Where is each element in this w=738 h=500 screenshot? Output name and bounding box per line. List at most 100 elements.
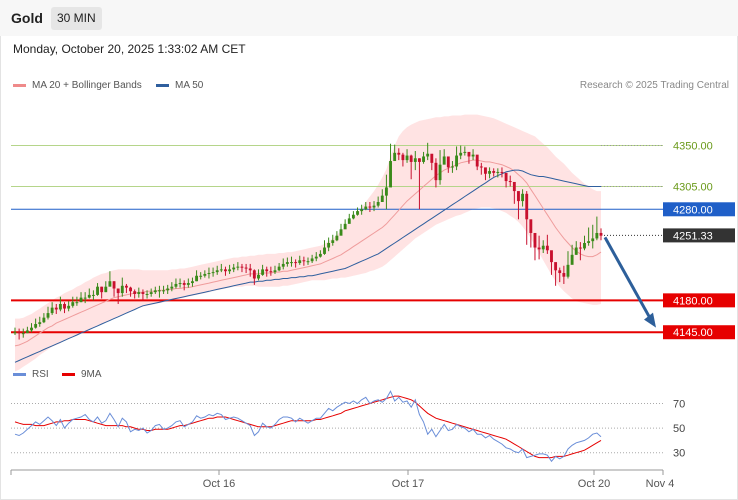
level-label: 4280.00 xyxy=(673,204,713,216)
legend-rsi-ma: 9MA xyxy=(62,369,102,380)
candle-body xyxy=(207,273,211,275)
candle-body xyxy=(376,202,380,206)
candle-body xyxy=(232,267,236,270)
candle-body xyxy=(96,286,99,295)
candle-body xyxy=(343,223,347,230)
candle-body xyxy=(426,153,430,157)
candle-body xyxy=(277,266,281,271)
candle-body xyxy=(195,275,199,282)
level-badge-pointer xyxy=(663,228,669,243)
candle-body xyxy=(360,209,364,212)
level-badge-pointer xyxy=(663,325,669,340)
candle-body xyxy=(240,266,244,268)
legend-rsi-ma-label: 9MA xyxy=(81,369,102,380)
candle-body xyxy=(401,154,405,161)
x-tick-label: Nov 4 xyxy=(646,478,675,490)
level-label: 4305.00 xyxy=(673,182,713,194)
candle-body xyxy=(537,247,541,250)
candle-body xyxy=(219,269,223,271)
candle-body xyxy=(574,247,578,255)
rsi-tick-label: 70 xyxy=(673,398,685,410)
candle-body xyxy=(595,232,599,239)
rsi-line xyxy=(14,390,602,463)
candle-body xyxy=(137,292,141,294)
candle-body xyxy=(71,302,75,306)
candle-body xyxy=(417,158,421,162)
legend-ma50: MA 50 xyxy=(156,80,203,91)
candle-body xyxy=(599,232,603,236)
candle-body xyxy=(162,290,165,292)
candle-body xyxy=(75,302,79,304)
x-tick-label: Oct 17 xyxy=(392,478,424,490)
rsi-ma-swatch xyxy=(62,373,75,376)
ma50-line xyxy=(14,169,601,363)
candle-body xyxy=(158,290,161,292)
candle-body xyxy=(554,262,558,271)
candle-body xyxy=(91,294,95,296)
candle-body xyxy=(100,286,104,293)
rsi-ma-line xyxy=(14,395,602,459)
level-label: 4251.33 xyxy=(673,230,713,242)
level-badge xyxy=(663,202,735,217)
candle-body xyxy=(104,286,108,293)
level-badge-pointer xyxy=(663,202,669,217)
symbol-name: Gold xyxy=(11,10,43,26)
candle-body xyxy=(550,250,553,263)
candle-body xyxy=(302,260,306,262)
legend-ma20: MA 20 + Bollinger Bands xyxy=(13,80,142,91)
ma20-swatch xyxy=(13,84,26,87)
candle-body xyxy=(455,155,458,167)
candle-body xyxy=(413,158,417,162)
candle-body xyxy=(244,267,248,269)
candle-body xyxy=(215,270,219,273)
candle-body xyxy=(58,304,62,310)
candle-body xyxy=(562,273,566,277)
candle-body xyxy=(141,292,145,294)
candle-body xyxy=(364,206,368,210)
candle-body xyxy=(339,229,343,236)
candle-body xyxy=(533,232,537,248)
candle-body xyxy=(558,270,562,274)
candle-body xyxy=(174,283,178,287)
candle-body xyxy=(451,166,454,168)
level-badge-pointer xyxy=(663,293,669,308)
candle-body xyxy=(488,171,492,174)
candle-body xyxy=(186,283,190,285)
candle-body xyxy=(380,195,384,202)
candle-body xyxy=(578,247,582,249)
candle-body xyxy=(112,281,116,289)
candle-body xyxy=(199,275,203,277)
candle-body xyxy=(50,307,54,314)
candle-body xyxy=(504,172,508,182)
candle-body xyxy=(211,272,215,274)
candle-body xyxy=(166,288,170,291)
candle-body xyxy=(269,271,273,273)
legend-ma20-label: MA 20 + Bollinger Bands xyxy=(32,80,142,91)
candle-body xyxy=(298,260,302,264)
candle-body xyxy=(228,269,232,272)
candle-body xyxy=(591,238,595,242)
candle-body xyxy=(541,245,545,250)
candle-body xyxy=(570,254,574,265)
candle-body xyxy=(484,167,487,174)
candle-body xyxy=(583,242,586,249)
timeframe-button[interactable]: 30 MIN xyxy=(51,7,102,30)
candle-body xyxy=(372,205,376,208)
candle-body xyxy=(351,214,355,219)
time-axis: Oct 16 Oct 17 Oct 20 Nov 4 xyxy=(10,469,675,490)
candle-body xyxy=(475,154,479,167)
candle-body xyxy=(257,274,260,279)
candle-body xyxy=(446,156,450,168)
candle-body xyxy=(525,193,529,220)
candle-body xyxy=(38,322,42,325)
candle-body xyxy=(318,253,322,257)
candle-body xyxy=(54,307,58,310)
candle-body xyxy=(438,164,442,181)
candle-body xyxy=(397,152,401,155)
candle-body xyxy=(248,268,252,271)
x-tick-label: Oct 20 xyxy=(578,478,610,490)
candle-body xyxy=(430,153,434,163)
candle-body xyxy=(13,332,17,334)
legend-rsi-label: RSI xyxy=(32,369,49,380)
